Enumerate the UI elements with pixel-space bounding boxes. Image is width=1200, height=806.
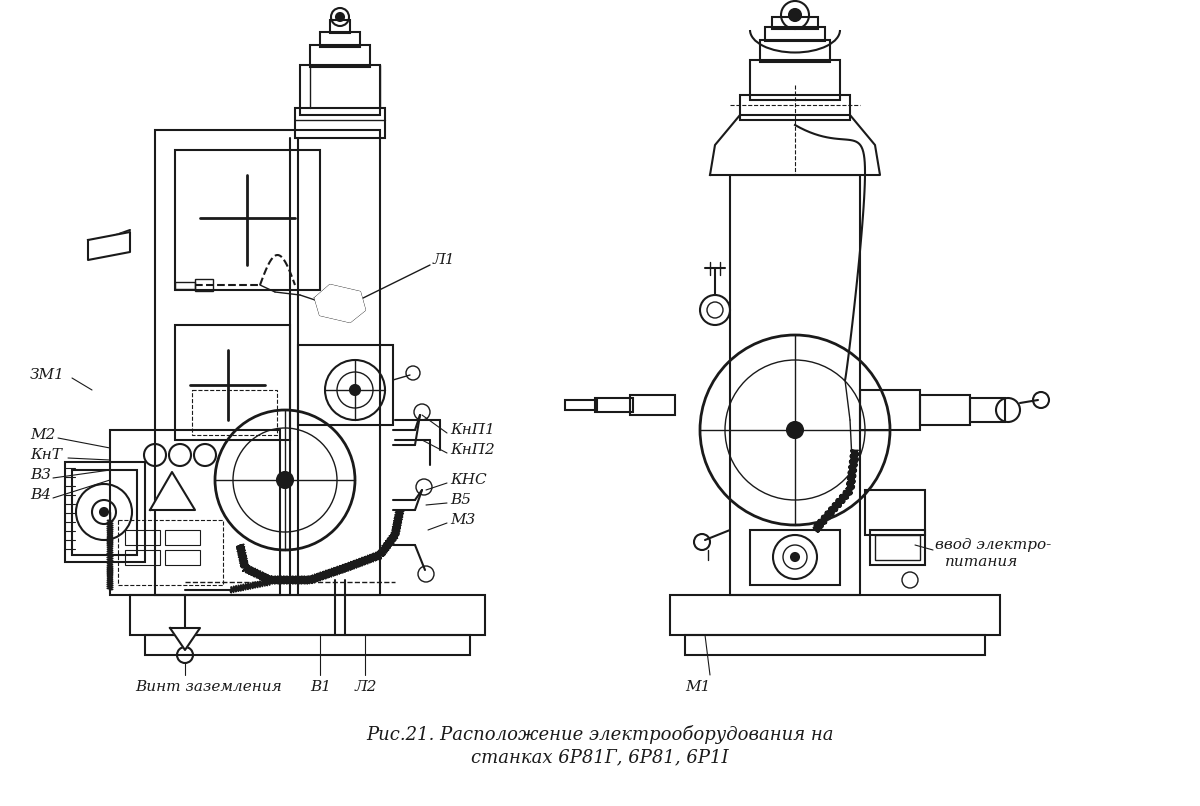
Bar xyxy=(295,108,385,138)
Bar xyxy=(118,520,223,585)
Bar xyxy=(630,395,674,415)
Bar xyxy=(865,490,925,535)
Text: Винт заземления: Винт заземления xyxy=(134,680,282,694)
Polygon shape xyxy=(710,115,880,175)
Text: питания: питания xyxy=(946,555,1019,569)
Text: КнП2: КнП2 xyxy=(450,443,494,457)
Bar xyxy=(65,462,145,562)
Bar xyxy=(750,60,840,100)
Circle shape xyxy=(100,508,108,516)
Bar xyxy=(870,530,925,565)
Bar xyxy=(772,17,818,29)
Circle shape xyxy=(787,422,803,438)
Bar xyxy=(175,150,320,290)
Bar xyxy=(670,595,1000,635)
Text: Л1: Л1 xyxy=(433,253,456,267)
Circle shape xyxy=(350,385,360,395)
Text: КнП1: КнП1 xyxy=(450,423,494,437)
Text: ЗМ1: ЗМ1 xyxy=(30,368,65,382)
Bar xyxy=(970,398,1006,422)
Bar xyxy=(194,279,214,291)
Circle shape xyxy=(277,472,293,488)
Bar xyxy=(145,635,470,655)
Bar xyxy=(125,530,160,545)
Bar xyxy=(920,395,970,425)
Bar xyxy=(595,398,634,412)
Bar xyxy=(310,45,370,67)
Circle shape xyxy=(790,9,802,21)
Bar xyxy=(130,595,485,635)
Bar xyxy=(175,282,194,289)
Bar xyxy=(192,390,277,435)
Bar xyxy=(730,175,860,595)
Text: Рис.21. Расположение электрооборудования на: Рис.21. Расположение электрооборудования… xyxy=(366,725,834,745)
Text: станках 6Р81Г, 6Р81, 6Р1I: станках 6Р81Г, 6Р81, 6Р1I xyxy=(472,748,728,766)
Bar xyxy=(175,325,290,440)
Polygon shape xyxy=(88,232,130,260)
Text: В3: В3 xyxy=(30,468,50,482)
Text: В4: В4 xyxy=(30,488,50,502)
Bar xyxy=(565,400,598,410)
Bar xyxy=(685,635,985,655)
Bar xyxy=(875,535,920,560)
Text: Л2: Л2 xyxy=(355,680,378,694)
Polygon shape xyxy=(170,628,200,650)
Text: КНС: КНС xyxy=(450,473,487,487)
Bar xyxy=(166,530,200,545)
Bar xyxy=(330,20,350,33)
Bar xyxy=(110,430,280,595)
Text: М3: М3 xyxy=(450,513,475,527)
Bar xyxy=(740,95,850,120)
Circle shape xyxy=(791,553,799,561)
Bar xyxy=(125,550,160,565)
Bar xyxy=(766,27,826,41)
Text: М2: М2 xyxy=(30,428,55,442)
Text: ввод электро-: ввод электро- xyxy=(935,538,1051,552)
Bar xyxy=(298,345,394,425)
Bar xyxy=(760,40,830,62)
Circle shape xyxy=(336,13,344,21)
Bar xyxy=(320,32,360,47)
Polygon shape xyxy=(150,472,194,510)
Text: М1: М1 xyxy=(685,680,710,694)
Bar xyxy=(155,130,380,595)
Bar xyxy=(300,65,380,115)
Bar xyxy=(166,550,200,565)
Polygon shape xyxy=(314,285,365,322)
Bar xyxy=(72,470,137,555)
Text: В1: В1 xyxy=(310,680,331,694)
Text: В5: В5 xyxy=(450,493,470,507)
Text: КнТ: КнТ xyxy=(30,448,62,462)
Bar xyxy=(860,390,920,430)
Bar xyxy=(750,530,840,585)
